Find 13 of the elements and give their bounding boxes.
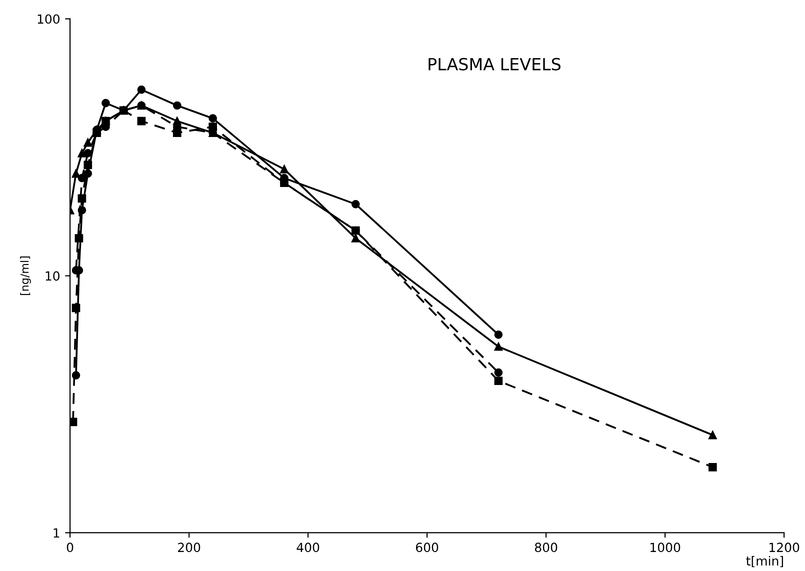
- y-tick-label: 100: [38, 14, 60, 24]
- y-tick-label: 10: [46, 271, 60, 281]
- x-tick-label: 400: [296, 542, 320, 552]
- x-tick-label: 1200: [770, 542, 800, 552]
- x-tick-label: 600: [416, 542, 438, 552]
- text: PLASMA LEVELS: [428, 58, 561, 70]
- x-axis-title: t[min]: [746, 556, 783, 568]
- x-tick-label: 1000: [650, 542, 680, 552]
- x-tick-label: 0: [66, 542, 74, 552]
- y-axis-title: [ng/ml]: [20, 256, 31, 296]
- x-tick-label: 200: [178, 542, 200, 552]
- x-tick-label: 800: [534, 542, 558, 552]
- y-tick-label: 1: [54, 528, 60, 538]
